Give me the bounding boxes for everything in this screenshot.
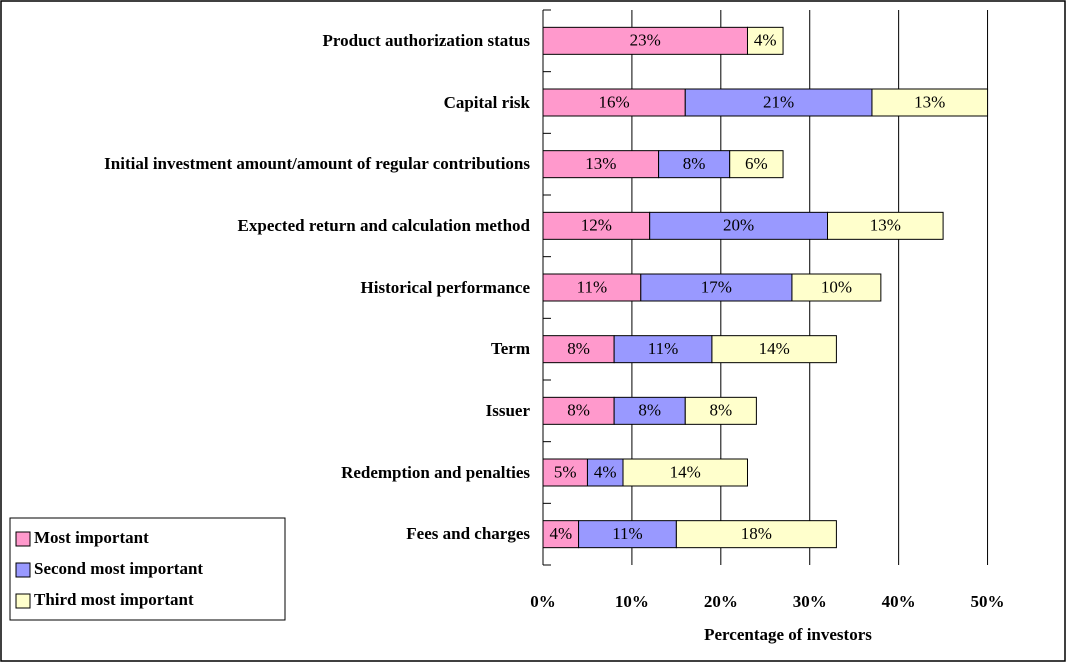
- legend-box: [9, 517, 286, 621]
- bar-segment: [827, 211, 944, 240]
- legend-label: Second most important: [34, 559, 203, 578]
- bar-segment: [542, 150, 660, 179]
- category-text: Issuer: [485, 400, 530, 420]
- data-label: 18%: [741, 524, 772, 543]
- category-text: Term: [490, 339, 530, 359]
- y-tick-label: Fees and charges: [70, 509, 530, 559]
- category-text: Expected return and calculation method: [237, 215, 530, 235]
- data-label: 21%: [763, 92, 794, 111]
- legend-swatch: [15, 562, 31, 578]
- data-label: 14%: [670, 462, 701, 481]
- bar-segment: [542, 335, 615, 364]
- data-label: 13%: [914, 92, 945, 111]
- category-text: Historical performance: [360, 277, 530, 297]
- bar-segment: [622, 458, 748, 487]
- legend-label: Third most important: [34, 590, 194, 609]
- category-text: Product authorization status: [322, 30, 530, 50]
- bar-segment: [613, 396, 686, 425]
- category-text: Redemption and penalties: [341, 462, 530, 482]
- data-label: 14%: [759, 339, 790, 358]
- data-label: 10%: [821, 277, 852, 296]
- category-text: Fees and charges: [406, 524, 530, 544]
- legend-label: Most important: [34, 528, 149, 547]
- x-tick-label: 30%: [793, 592, 827, 611]
- data-label: 13%: [870, 216, 901, 235]
- bar-segment: [711, 335, 837, 364]
- data-label: 4%: [549, 524, 572, 543]
- bar-segment: [871, 88, 989, 117]
- x-tick-label: 10%: [615, 592, 649, 611]
- data-label: 8%: [683, 154, 706, 173]
- bar-segment: [684, 88, 873, 117]
- x-tick-label: 40%: [882, 592, 916, 611]
- bar-segment: [684, 396, 757, 425]
- bar-segment: [542, 211, 651, 240]
- data-label: 8%: [567, 339, 590, 358]
- legend-swatch: [15, 531, 31, 547]
- data-label: 6%: [745, 154, 768, 173]
- data-label: 8%: [709, 401, 732, 420]
- bar-segment: [542, 520, 580, 549]
- legend-swatch: [15, 593, 31, 609]
- bar-segment: [542, 88, 686, 117]
- bar-segment: [586, 458, 624, 487]
- category-text: Capital risk: [443, 92, 530, 112]
- x-tick-label: 0%: [530, 592, 556, 611]
- data-label: 12%: [581, 216, 612, 235]
- data-label: 4%: [594, 462, 617, 481]
- y-tick-label: Product authorization status: [70, 16, 530, 66]
- bar-segment: [613, 335, 713, 364]
- data-label: 8%: [567, 401, 590, 420]
- data-label: 20%: [723, 216, 754, 235]
- x-tick-label: 50%: [971, 592, 1005, 611]
- y-tick-label: Expected return and calculation method: [70, 201, 530, 251]
- y-tick-label: Initial investment amount/amount of regu…: [70, 139, 530, 189]
- data-label: 16%: [599, 92, 630, 111]
- data-label: 11%: [577, 277, 608, 296]
- bar-segment: [675, 520, 837, 549]
- bar-segment: [791, 273, 882, 302]
- data-label: 11%: [612, 524, 643, 543]
- data-label: 23%: [630, 31, 661, 50]
- y-tick-label: Capital risk: [70, 78, 530, 128]
- x-axis-label: Percentage of investors: [704, 625, 872, 644]
- data-label: 8%: [638, 401, 661, 420]
- data-label: 11%: [648, 339, 679, 358]
- bar-segment: [729, 150, 784, 179]
- data-label: 17%: [701, 277, 732, 296]
- data-label: 13%: [585, 154, 616, 173]
- y-tick-label: Redemption and penalties: [70, 448, 530, 498]
- bar-segment: [746, 26, 784, 55]
- data-label: 4%: [754, 31, 777, 50]
- bar-segment: [649, 211, 829, 240]
- y-tick-label: Historical performance: [70, 263, 530, 313]
- bar-segment: [542, 273, 642, 302]
- y-tick-label: Term: [70, 324, 530, 374]
- x-tick-label: 20%: [704, 592, 738, 611]
- category-text: Initial investment amount/amount of regu…: [104, 154, 530, 174]
- y-tick-label: Issuer: [70, 386, 530, 436]
- bar-segment: [578, 520, 677, 549]
- data-label: 5%: [554, 462, 577, 481]
